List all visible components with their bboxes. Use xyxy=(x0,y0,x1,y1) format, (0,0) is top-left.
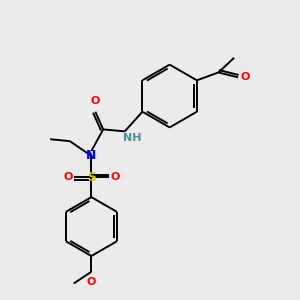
Text: O: O xyxy=(87,277,96,286)
Text: NH: NH xyxy=(123,133,142,143)
Text: O: O xyxy=(241,72,250,82)
Text: N: N xyxy=(86,149,97,162)
Text: O: O xyxy=(91,96,100,106)
Text: O: O xyxy=(110,172,120,182)
Text: O: O xyxy=(63,172,73,182)
Text: S: S xyxy=(87,171,96,184)
